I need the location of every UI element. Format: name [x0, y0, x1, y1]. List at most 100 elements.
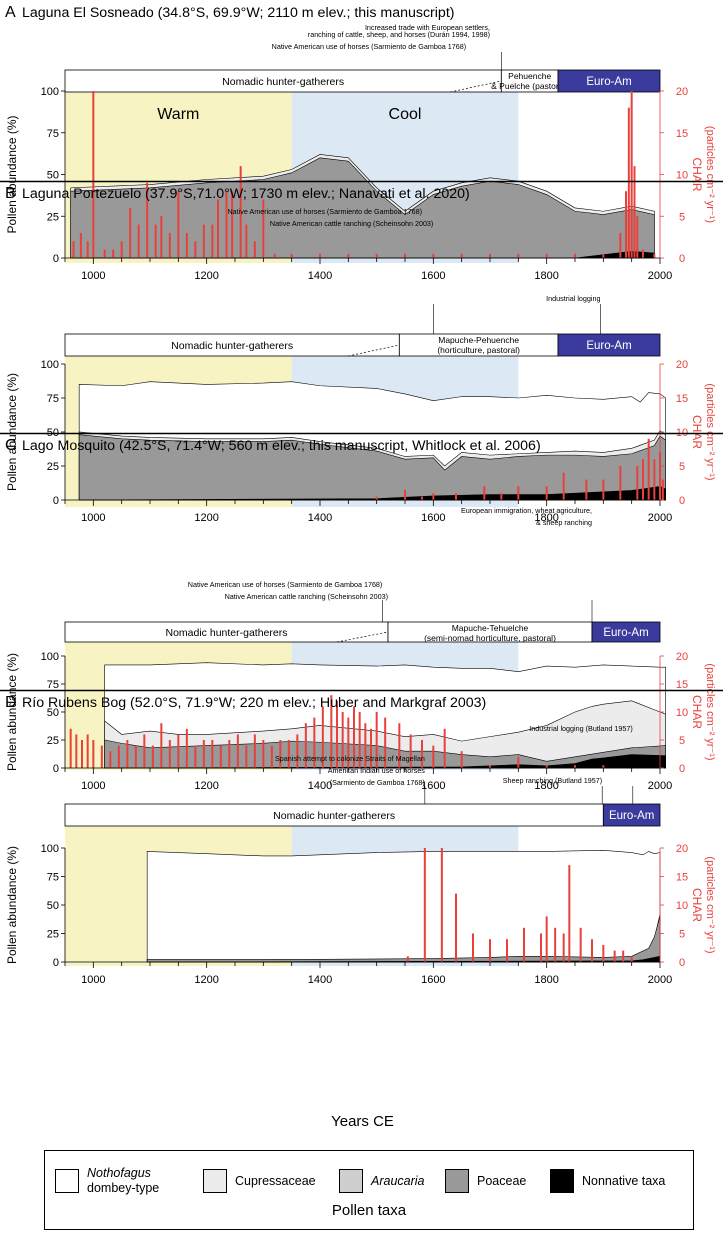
char-bar	[79, 232, 82, 258]
left-tick-label: 100	[41, 651, 59, 663]
char-bar	[443, 728, 446, 768]
left-tick-label: 75	[47, 679, 59, 691]
char-bar	[613, 950, 616, 962]
x-tick-label: 1400	[308, 512, 332, 524]
char-bar	[489, 765, 491, 768]
period-euro-am	[602, 803, 661, 827]
char-bar	[506, 939, 508, 962]
x-tick-label: 2000	[648, 270, 672, 282]
left-tick-label: 100	[41, 86, 59, 98]
legend-swatch-cupressaceae	[203, 1169, 227, 1193]
period-euro-am	[557, 333, 661, 357]
right-tick-label: 0	[679, 957, 685, 969]
x-tick-label: 1400	[308, 270, 332, 282]
pollen-area-nonnative	[104, 754, 666, 769]
x-tick-label: 1800	[534, 974, 558, 986]
event-annotation: Native American cattle ranching (Scheins…	[225, 592, 388, 601]
char-bar	[579, 927, 582, 962]
char-bar	[364, 723, 367, 768]
x-tick-label: 1800	[534, 270, 558, 282]
right-tick-label: 10	[676, 707, 688, 719]
char-bar	[602, 479, 605, 500]
panel-title: Laguna Portezuelo (37.9°S,71.0°W; 1730 m…	[22, 186, 470, 202]
right-tick-label: 15	[676, 679, 688, 691]
char-bar	[642, 459, 644, 500]
period-label: Mapuche-Pehuenche	[438, 335, 519, 345]
right-tick-label: 0	[679, 763, 685, 775]
x-axis: 1000 1200 1400 1600 1800 2000	[64, 767, 672, 792]
char-bar	[290, 253, 293, 258]
transition-dash	[336, 631, 389, 643]
char-bar	[103, 249, 106, 258]
left-axis: 0 25 50 75 100 Pollen abundance (%)	[5, 86, 66, 265]
char-bar	[602, 253, 605, 258]
left-tick-label: 0	[53, 957, 59, 969]
char-bar	[619, 466, 622, 500]
legend-item-nothofagus: Nothofagus dombey-type	[55, 1161, 159, 1201]
char-bar	[647, 438, 650, 500]
char-bar	[653, 459, 656, 500]
char-bar	[602, 765, 605, 768]
x-tick-label: 1800	[534, 780, 558, 792]
char-bar	[375, 496, 378, 500]
char-bar	[92, 91, 95, 258]
left-axis: 0 25 50 75 100 Pollen abundance (%)	[5, 843, 66, 969]
char-bar	[523, 927, 525, 962]
char-bar	[217, 199, 219, 258]
legend-swatch-nonnative	[550, 1169, 574, 1193]
event-annotation: Native American use of horses (Sarmiento…	[227, 207, 422, 216]
char-bar	[661, 479, 664, 500]
event-annotation: Native American use of horses (Sarmiento…	[188, 580, 383, 589]
right-axis-label: CHAR	[690, 415, 704, 449]
x-axis: 1000 1200 1400 1600 1800 2000	[64, 257, 672, 282]
char-bar	[432, 745, 435, 768]
char-bar	[517, 486, 520, 500]
char-bar	[633, 166, 636, 258]
char-bar	[262, 740, 265, 768]
pollen-legend: Nothofagus dombey-type Cupressaceae Arauc…	[44, 1150, 694, 1230]
right-axis-sublabel: (particles cm⁻² yr⁻¹)	[704, 383, 716, 480]
right-tick-label: 15	[676, 128, 688, 140]
char-bar	[370, 728, 372, 768]
event-annotation: Industrial logging	[546, 294, 600, 303]
char-bar	[92, 740, 95, 768]
period-label: Euro-Am	[603, 627, 648, 639]
left-tick-label: 25	[47, 735, 59, 747]
period-euro-am	[557, 69, 661, 93]
right-axis-sublabel: (particles cm⁻² yr⁻¹)	[704, 856, 716, 953]
char-bar	[500, 493, 503, 500]
char-bar	[219, 745, 222, 768]
char-bar	[602, 944, 605, 962]
char-bar	[168, 232, 171, 258]
x-tick-label: 1000	[81, 270, 105, 282]
left-axis-label: Pollen abundance (%)	[5, 846, 19, 964]
right-axis-sublabel: (particles cm⁻² yr⁻¹)	[704, 126, 716, 223]
char-bar	[404, 489, 406, 500]
x-tick-label: 1600	[421, 780, 445, 792]
right-tick-label: 20	[676, 359, 688, 371]
left-axis: 0 25 50 75 100 Pollen abundance (%)	[5, 651, 66, 775]
period-sublabel: (semi-nomad horticulture, pastoral)	[424, 633, 556, 643]
event-annotation: American Indian use of horses	[328, 766, 425, 775]
char-bar	[194, 745, 197, 768]
char-bar	[489, 253, 491, 258]
char-bar	[653, 253, 656, 258]
char-bars	[72, 91, 656, 258]
char-bars	[406, 848, 633, 962]
x-tick-label: 1000	[81, 512, 105, 524]
right-tick-label: 0	[679, 495, 685, 507]
char-bar	[245, 745, 248, 768]
char-bar	[185, 232, 188, 258]
left-tick-label: 25	[47, 929, 59, 941]
char-bar	[432, 493, 435, 500]
panel-title: Laguna El Sosneado (34.8°S, 69.9°W; 2110…	[22, 5, 454, 21]
period-euro-am	[591, 621, 661, 643]
pollen-area-nothofagus	[146, 849, 661, 963]
left-tick-label: 75	[47, 128, 59, 140]
legend-item-poaceae: Poaceae	[445, 1161, 526, 1201]
event-annotation: (Sarmiento de Gamboa 1768)	[330, 778, 425, 787]
char-bar	[375, 712, 378, 768]
